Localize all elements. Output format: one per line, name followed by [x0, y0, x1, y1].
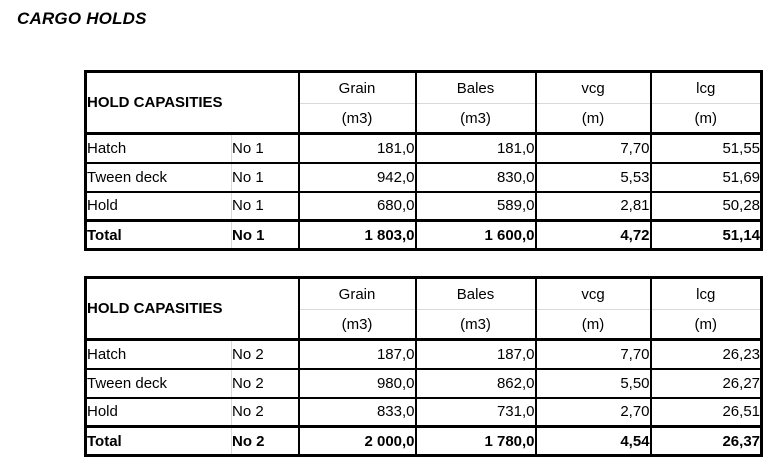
grain-value-cell: 980,0	[298, 368, 417, 399]
row-label-cell: Hold	[85, 191, 232, 222]
bales-value-cell: 830,0	[415, 162, 537, 193]
table-row-tween-deck: Tween deck No 2 980,0 862,0 5,50 26,27	[85, 368, 763, 399]
header-row-1: HOLD CAPASITIES Grain Bales vcg lcg	[85, 71, 763, 135]
header-row-1: HOLD CAPASITIES Grain Bales vcg lcg	[85, 277, 763, 341]
row-label-cell: Hatch	[85, 133, 232, 164]
grain-value-cell: 181,0	[298, 133, 417, 164]
table-row-tween-deck: Tween deck No 1 942,0 830,0 5,53 51,69	[85, 162, 763, 193]
column-unit-lcg: (m)	[650, 103, 763, 135]
vcg-value-cell: 2,70	[535, 397, 652, 428]
lcg-value-cell: 26,37	[650, 425, 763, 456]
grain-value-cell: 833,0	[298, 397, 417, 428]
header-row-2: (m3) (m3) (m) (m)	[86, 103, 763, 135]
hold-capacities-table-no2: HOLD CAPASITIES Grain Bales vcg lcg (m3)…	[84, 276, 764, 457]
column-header-grain: Grain	[298, 277, 417, 310]
column-header-bales: Bales	[415, 71, 537, 104]
column-unit-vcg: (m)	[535, 309, 652, 341]
hold-number-cell: No 1	[231, 191, 300, 222]
column-unit-bales: (m3)	[415, 103, 537, 135]
column-unit-grain: (m3)	[298, 309, 417, 341]
column-header-vcg: vcg	[535, 71, 652, 104]
row-label-cell: Hold	[85, 397, 232, 428]
table-row-total: Total No 2 2 000,0 1 780,0 4,54 26,37	[85, 425, 763, 456]
hold-number-cell: No 1	[231, 219, 300, 250]
vcg-value-cell: 2,81	[535, 191, 652, 222]
hold-number-cell: No 1	[231, 133, 300, 164]
vcg-value-cell: 5,53	[535, 162, 652, 193]
column-header-lcg: lcg	[650, 71, 763, 104]
table-row-hatch: Hatch No 2 187,0 187,0 7,70 26,23	[85, 339, 763, 370]
lcg-value-cell: 26,51	[650, 397, 763, 428]
bales-value-cell: 187,0	[415, 339, 537, 370]
hold-number-cell: No 2	[231, 397, 300, 428]
lcg-value-cell: 51,14	[650, 219, 763, 250]
column-header-lcg: lcg	[650, 277, 763, 310]
grain-value-cell: 680,0	[298, 191, 417, 222]
page-title: CARGO HOLDS	[17, 9, 147, 28]
hold-no2-table-container: HOLD CAPASITIES Grain Bales vcg lcg (m3)…	[84, 276, 764, 457]
bales-value-cell: 1 600,0	[415, 219, 537, 250]
grain-value-cell: 187,0	[298, 339, 417, 370]
row-label-cell: Tween deck	[85, 162, 232, 193]
table-row-hold: Hold No 2 833,0 731,0 2,70 26,51	[85, 397, 763, 428]
table-row-hatch: Hatch No 1 181,0 181,0 7,70 51,55	[85, 133, 763, 164]
column-unit-lcg: (m)	[650, 309, 763, 341]
table-row-hold: Hold No 1 680,0 589,0 2,81 50,28	[85, 191, 763, 222]
row-label-cell: Hatch	[85, 339, 232, 370]
table-row-total: Total No 1 1 803,0 1 600,0 4,72 51,14	[85, 219, 763, 250]
header-row-2: (m3) (m3) (m) (m)	[86, 309, 763, 341]
lcg-value-cell: 51,69	[650, 162, 763, 193]
bales-value-cell: 862,0	[415, 368, 537, 399]
grain-value-cell: 1 803,0	[298, 219, 417, 250]
column-unit-grain: (m3)	[298, 103, 417, 135]
hold-number-cell: No 2	[231, 425, 300, 456]
vcg-value-cell: 5,50	[535, 368, 652, 399]
column-header-bales: Bales	[415, 277, 537, 310]
vcg-value-cell: 4,72	[535, 219, 652, 250]
column-unit-vcg: (m)	[535, 103, 652, 135]
lcg-value-cell: 26,23	[650, 339, 763, 370]
hold-number-cell: No 2	[231, 339, 300, 370]
table-title-cell: HOLD CAPASITIES	[85, 277, 300, 341]
vcg-value-cell: 4,54	[535, 425, 652, 456]
table-title-cell: HOLD CAPASITIES	[85, 71, 300, 135]
bales-value-cell: 1 780,0	[415, 425, 537, 456]
bales-value-cell: 181,0	[415, 133, 537, 164]
lcg-value-cell: 50,28	[650, 191, 763, 222]
column-unit-bales: (m3)	[415, 309, 537, 341]
column-header-grain: Grain	[298, 71, 417, 104]
column-header-vcg: vcg	[535, 277, 652, 310]
hold-number-cell: No 1	[231, 162, 300, 193]
grain-value-cell: 942,0	[298, 162, 417, 193]
row-label-cell: Total	[85, 425, 232, 456]
grain-value-cell: 2 000,0	[298, 425, 417, 456]
hold-capacities-table-no1: HOLD CAPASITIES Grain Bales vcg lcg (m3)…	[84, 70, 764, 251]
vcg-value-cell: 7,70	[535, 133, 652, 164]
lcg-value-cell: 51,55	[650, 133, 763, 164]
hold-no1-table-container: HOLD CAPASITIES Grain Bales vcg lcg (m3)…	[84, 70, 764, 251]
hold-number-cell: No 2	[231, 368, 300, 399]
row-label-cell: Tween deck	[85, 368, 232, 399]
row-label-cell: Total	[85, 219, 232, 250]
vcg-value-cell: 7,70	[535, 339, 652, 370]
lcg-value-cell: 26,27	[650, 368, 763, 399]
bales-value-cell: 589,0	[415, 191, 537, 222]
bales-value-cell: 731,0	[415, 397, 537, 428]
